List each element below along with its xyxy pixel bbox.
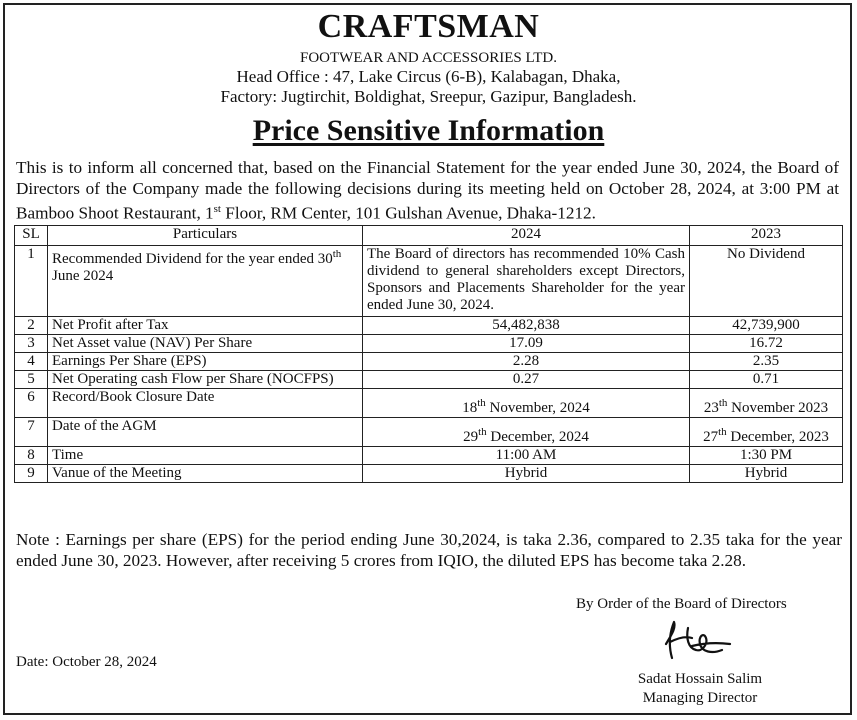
signer-name: Sadat Hossain Salim — [637, 671, 763, 687]
intro-superscript: st — [213, 203, 221, 215]
table-row: 3 Net Asset value (NAV) Per Share 17.09 … — [14, 334, 843, 353]
table-row: 1 Recommended Dividend for the year ende… — [14, 245, 843, 317]
row-value-2023: 27th December, 2023 — [689, 417, 843, 447]
factory-address: Factory: Jugtirchit, Boldighat, Sreepur,… — [220, 87, 637, 106]
row-sl: 9 — [14, 464, 48, 483]
row-particular: Vanue of the Meeting — [47, 464, 363, 483]
intro-text-part1: This is to inform all concerned that, ba… — [16, 158, 839, 223]
table-row: 4 Earnings Per Share (EPS) 2.28 2.35 — [14, 352, 843, 371]
row-value-2023: 0.71 — [689, 370, 843, 389]
row-particular: Time — [47, 446, 363, 465]
row-value-2023: 23th November 2023 — [689, 388, 843, 418]
date-sup: th — [718, 426, 727, 438]
row-particular: Earnings Per Share (EPS) — [47, 352, 363, 371]
eps-note: Note : Earnings per share (EPS) for the … — [16, 530, 842, 570]
date-sup: th — [718, 397, 728, 409]
company-name: CRAFTSMAN — [317, 8, 540, 45]
row-particular: Recommended Dividend for the year ended … — [47, 245, 363, 317]
date-rest: December, 2023 — [726, 429, 829, 445]
date-sup: th — [478, 426, 487, 438]
row-sl: 4 — [14, 352, 48, 371]
row-value-2024: 54,482,838 — [362, 316, 690, 335]
table-header-row: SL Particulars 2024 2023 — [14, 225, 843, 246]
row-sl: 6 — [14, 388, 48, 418]
table-row: 5 Net Operating cash Flow per Share (NOC… — [14, 370, 843, 389]
date-day: 29 — [463, 429, 479, 445]
row-value-2024: The Board of directors has recommended 1… — [362, 245, 690, 317]
intro-paragraph: This is to inform all concerned that, ba… — [16, 157, 839, 224]
row-value-2024: 18th November, 2024 — [362, 388, 690, 418]
table-row: 7 Date of the AGM 29th December, 2024 27… — [14, 417, 843, 447]
date-day: 27 — [703, 429, 719, 445]
company-subtitle: FOOTWEAR AND ACCESSORIES LTD. — [300, 50, 557, 66]
table-row: 8 Time 11:00 AM 1:30 PM — [14, 446, 843, 465]
date-rest: December, 2024 — [486, 429, 589, 445]
date-day: 18 — [462, 400, 478, 416]
head-office-address: Head Office : 47, Lake Circus (6-B), Kal… — [236, 67, 621, 86]
row-value-2024: 0.27 — [362, 370, 690, 389]
row-value-2023: Hybrid — [689, 464, 843, 483]
particular-text-end: June 2024 — [52, 268, 114, 284]
particular-text: Recommended Dividend for the year ended … — [52, 251, 333, 267]
row-sl: 5 — [14, 370, 48, 389]
by-order-line: By Order of the Board of Directors — [576, 596, 787, 612]
row-sl: 1 — [14, 245, 48, 317]
row-value-2024: Hybrid — [362, 464, 690, 483]
row-particular: Net Profit after Tax — [47, 316, 363, 335]
header-sl: SL — [14, 225, 48, 246]
row-sl: 2 — [14, 316, 48, 335]
table-row: 9 Vanue of the Meeting Hybrid Hybrid — [14, 464, 843, 483]
header-2023: 2023 — [689, 225, 843, 246]
date-rest: November, 2024 — [485, 400, 590, 416]
intro-text-part2: Floor, RM Center, 101 Gulshan Avenue, Dh… — [220, 203, 596, 223]
signer-block: Sadat Hossain Salim Managing Director — [600, 670, 800, 708]
row-value-2024: 29th December, 2024 — [362, 417, 690, 447]
signature-icon — [664, 620, 732, 660]
row-value-2023: 42,739,900 — [689, 316, 843, 335]
row-value-2024: 2.28 — [362, 352, 690, 371]
row-particular: Date of the AGM — [47, 417, 363, 447]
row-value-2024: 11:00 AM — [362, 446, 690, 465]
row-particular: Net Operating cash Flow per Share (NOCFP… — [47, 370, 363, 389]
row-particular: Net Asset value (NAV) Per Share — [47, 334, 363, 353]
particular-sup: th — [332, 248, 342, 260]
document-date: Date: October 28, 2024 — [16, 654, 157, 670]
header-2024: 2024 — [362, 225, 690, 246]
date-rest: November 2023 — [727, 400, 829, 416]
table-row: 2 Net Profit after Tax 54,482,838 42,739… — [14, 316, 843, 335]
row-value-2023: 1:30 PM — [689, 446, 843, 465]
document-border — [3, 3, 852, 715]
header-particulars: Particulars — [47, 225, 363, 246]
date-day: 23 — [703, 400, 719, 416]
date-sup: th — [477, 397, 486, 409]
signer-title: Managing Director — [642, 690, 758, 706]
row-particular: Record/Book Closure Date — [47, 388, 363, 418]
row-value-2023: No Dividend — [689, 245, 843, 317]
row-sl: 3 — [14, 334, 48, 353]
document-title: Price Sensitive Information — [252, 114, 605, 147]
row-value-2023: 16.72 — [689, 334, 843, 353]
decisions-table: SL Particulars 2024 2023 1 Recommended D… — [14, 225, 843, 483]
table-row: 6 Record/Book Closure Date 18th November… — [14, 388, 843, 418]
row-sl: 7 — [14, 417, 48, 447]
row-value-2024: 17.09 — [362, 334, 690, 353]
row-value-2023: 2.35 — [689, 352, 843, 371]
row-sl: 8 — [14, 446, 48, 465]
